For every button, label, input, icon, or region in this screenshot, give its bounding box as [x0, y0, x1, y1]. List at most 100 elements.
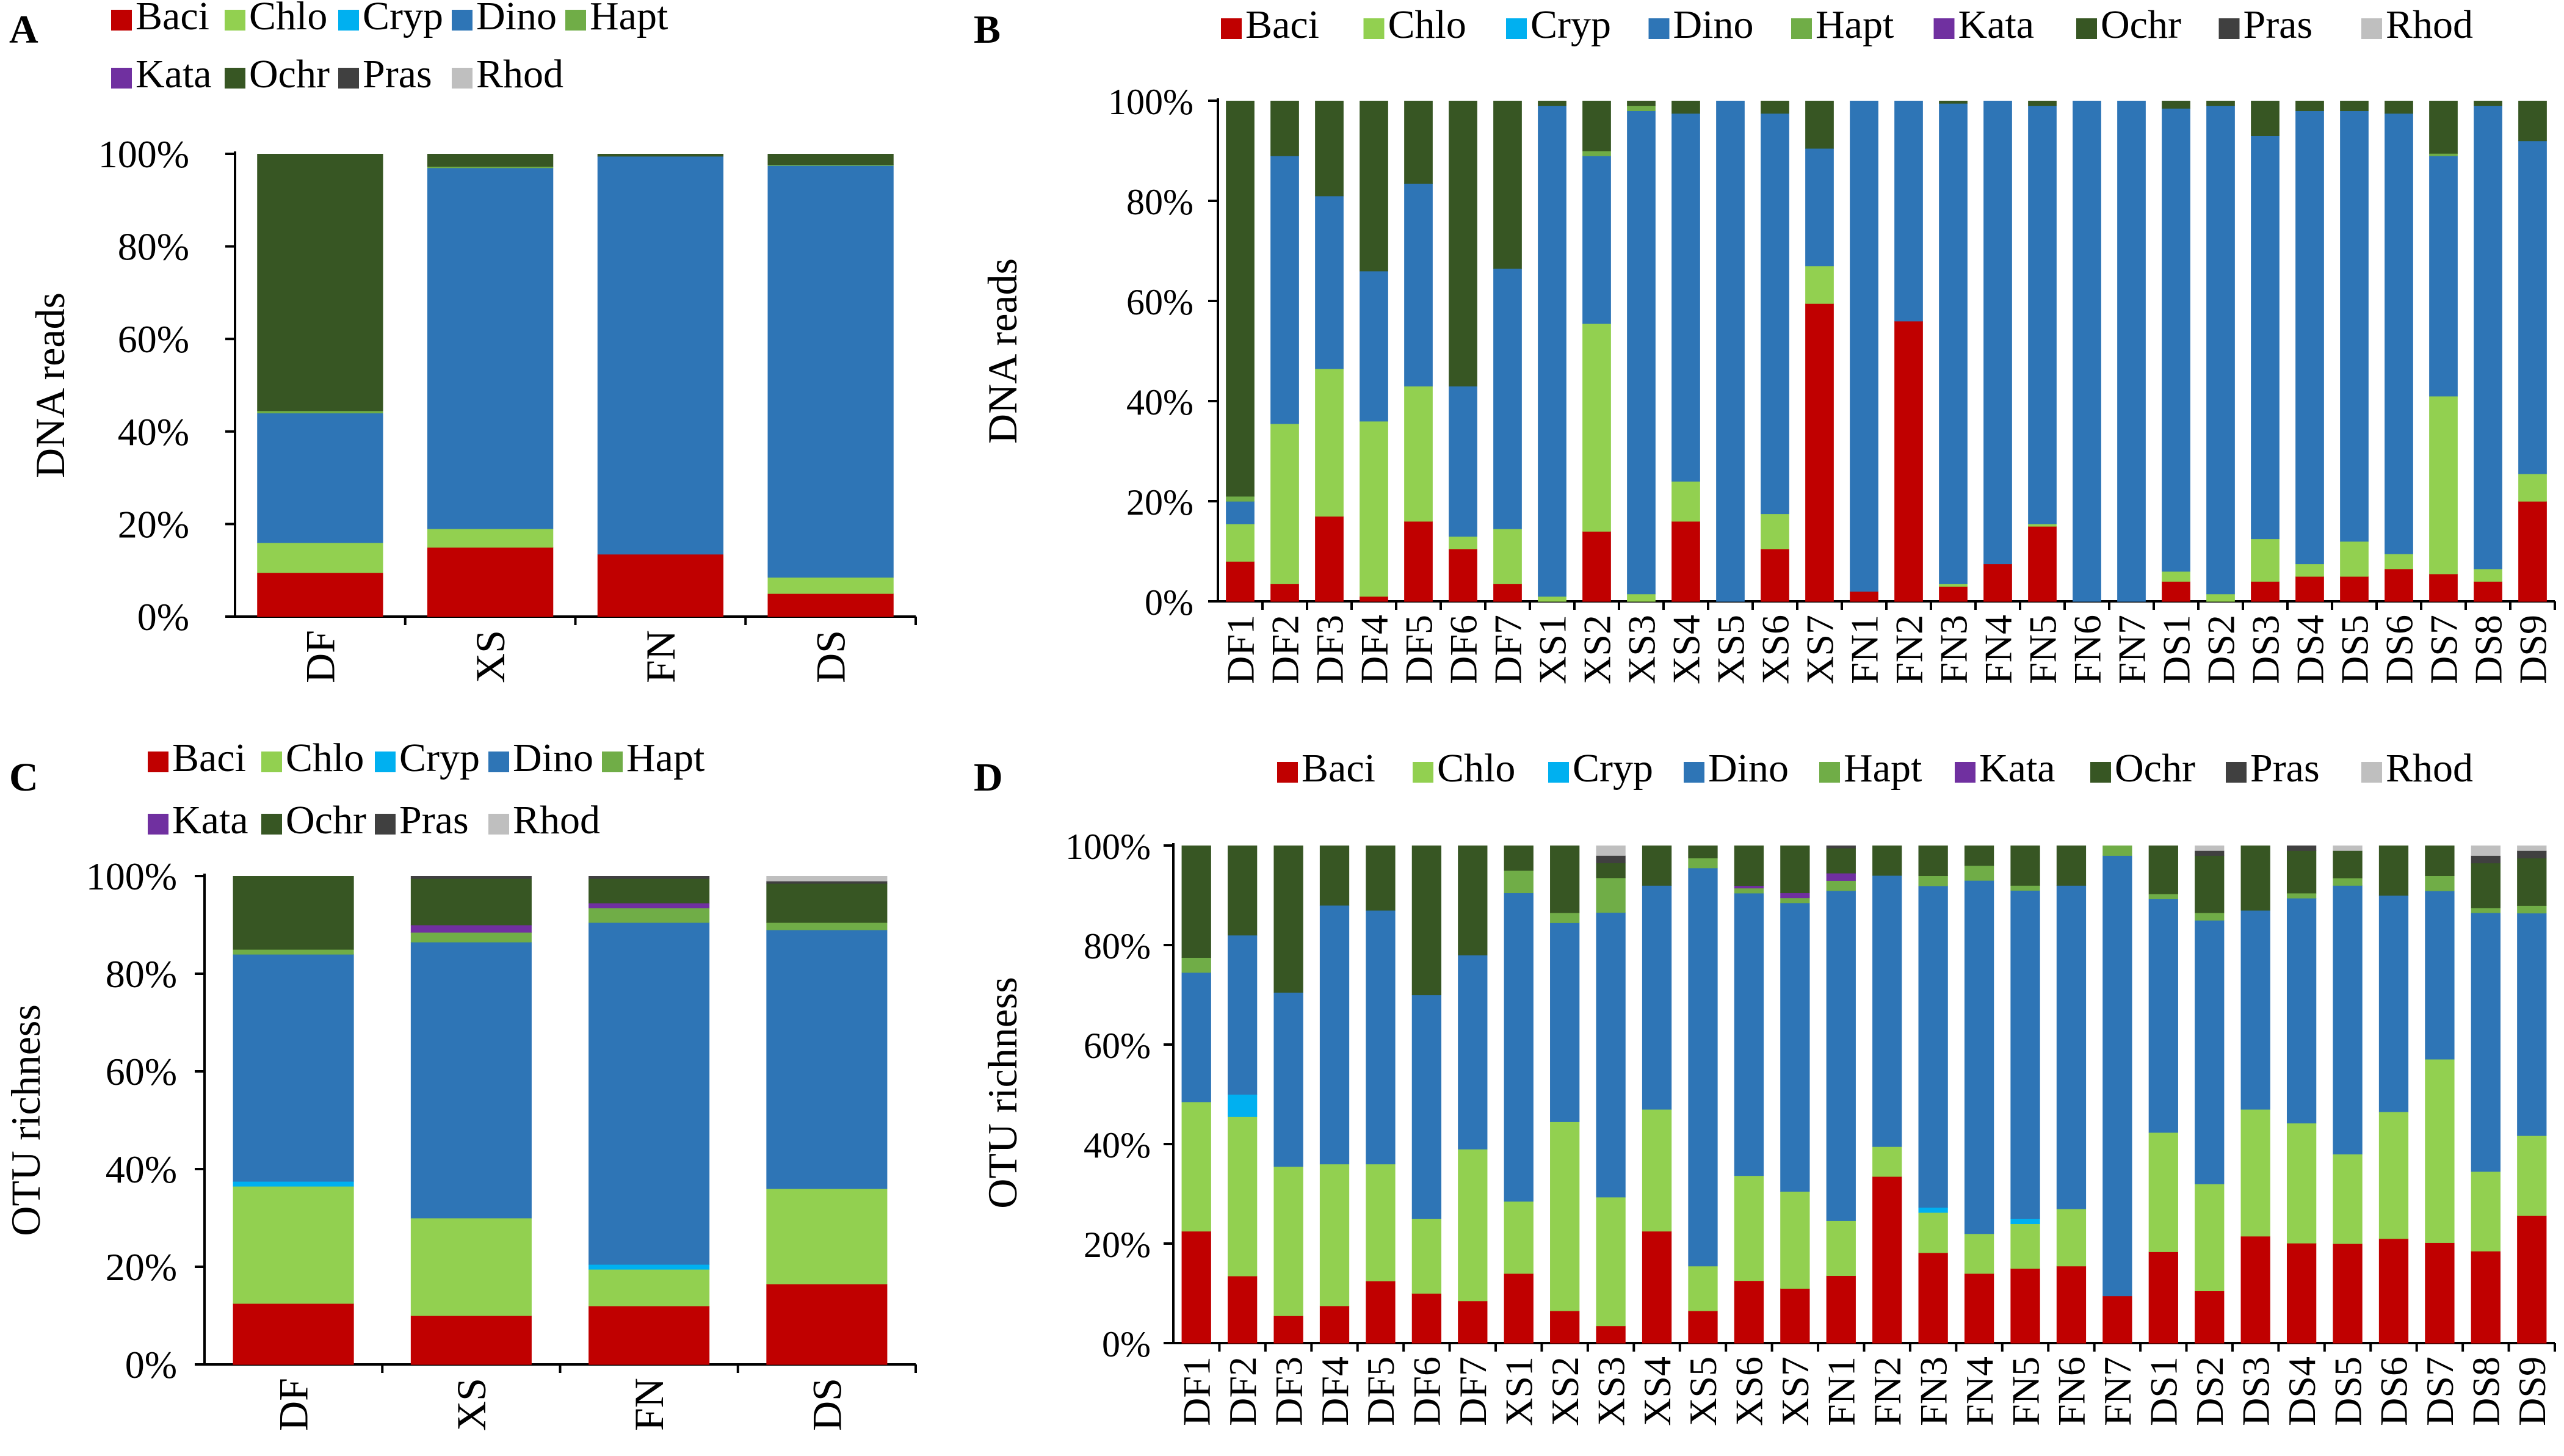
bar-segment-cryp	[2010, 1219, 2040, 1224]
bar-segment-ochr	[1872, 846, 1902, 876]
bar-segment-rhod	[2517, 846, 2547, 851]
bar-segment-dino	[2010, 890, 2040, 1219]
x-tick-label: DS3	[2234, 1356, 2277, 1426]
x-tick-label: DS1	[2142, 1356, 2186, 1426]
y-axis-label: OTU richness	[2, 1004, 49, 1236]
x-tick-label: DF4	[1313, 1356, 1356, 1426]
bar-segment-hapt	[1826, 880, 1856, 891]
bar-segment-dino	[1688, 867, 1718, 1267]
bar-segment-hapt	[1627, 106, 1656, 111]
bar-segment-baci	[1939, 586, 1968, 602]
bar-segment-dino	[2251, 136, 2280, 540]
bar-segment-baci	[1319, 1305, 1350, 1344]
bar-segment-baci	[1805, 303, 1834, 602]
legend-label-rhod: Rhod	[2386, 2, 2473, 47]
legend-swatch-chlo	[225, 10, 245, 31]
bar-segment-chlo	[1273, 1166, 1303, 1316]
legend-swatch-cryp	[338, 10, 359, 31]
bar-segment-ochr	[1596, 863, 1626, 878]
bar-xs7	[1805, 101, 1834, 602]
bar-segment-chlo	[1366, 1164, 1396, 1281]
legend-label-baci: Baci	[1245, 2, 1319, 47]
bar-segment-chlo	[1627, 593, 1656, 602]
x-tick-label: DF2	[1221, 1356, 1264, 1426]
legend-label-rhod: Rhod	[513, 798, 600, 842]
legend-swatch-baci	[1277, 762, 1298, 783]
bar-segment-pras	[766, 881, 888, 884]
bar-segment-baci	[2162, 581, 2190, 602]
bar-segment-chlo	[1411, 1219, 1442, 1294]
panel-b: B Baci Chlo Cryp Dino Hapt Kata Ochr Pras Rhod DNA…	[974, 2, 2556, 684]
bar-segment-hapt	[2333, 877, 2363, 886]
bar-segment-baci	[1493, 584, 1522, 602]
bar-segment-chlo	[1458, 1149, 1488, 1302]
bar-segment-chlo	[2056, 1208, 2087, 1267]
bar-segment-pras	[2517, 850, 2547, 859]
bar-segment-baci	[2333, 1244, 2363, 1344]
bar-fn6	[2056, 846, 2087, 1344]
bar-segment-ochr	[1273, 846, 1303, 993]
bar-segment-dino	[1550, 922, 1580, 1122]
y-tick-label: 20%	[118, 502, 189, 546]
bar-segment-baci	[2056, 1266, 2087, 1344]
bar-segment-dino	[2517, 913, 2547, 1136]
legend-label-baci: Baci	[1302, 746, 1375, 791]
legend-swatch-hapt	[1819, 762, 1840, 783]
bar-xs6	[1734, 846, 1764, 1344]
bar-segment-baci	[2028, 526, 2057, 602]
x-tick-label: FN7	[2096, 1356, 2139, 1426]
bar-segment-dino	[1538, 106, 1566, 597]
legend-swatch-dino	[1648, 18, 1670, 39]
bar-segment-chlo	[1404, 386, 1433, 522]
bar-fn2	[1872, 846, 1902, 1344]
bar-segment-ochr	[1226, 101, 1255, 497]
bar-segment-dino	[1642, 885, 1672, 1110]
bar-segment-baci	[1411, 1293, 1442, 1344]
bar-segment-chlo	[2425, 1059, 2455, 1243]
bar-segment-dino	[1761, 113, 1789, 515]
bar-ds8	[2474, 101, 2502, 602]
bar-segment-dino	[1716, 101, 1745, 602]
legend-swatch-chlo	[1413, 762, 1433, 783]
bar-segment-baci	[2010, 1268, 2040, 1344]
panel-label: C	[9, 755, 38, 800]
bar-ds5	[2333, 846, 2363, 1344]
bar-segment-dino	[2518, 140, 2547, 474]
bar-segment-hapt	[410, 932, 532, 943]
x-tick-label: FN6	[2065, 615, 2109, 684]
bar-segment-dino	[1458, 955, 1488, 1150]
bar-segment-cryp	[1228, 1094, 1258, 1117]
x-tick-label: DS9	[2511, 615, 2554, 684]
bar-ds9	[2517, 846, 2547, 1344]
x-tick-label: DF6	[1441, 615, 1485, 684]
bar-segment-dino	[1918, 885, 1948, 1208]
bar-ds7	[2429, 101, 2458, 602]
legend-swatch-chlo	[261, 752, 282, 772]
bar-segment-ochr	[2286, 850, 2317, 894]
legend-label-hapt: Hapt	[1816, 2, 1894, 47]
bar-ds3	[2240, 846, 2270, 1344]
bar-segment-baci	[2471, 1251, 2501, 1344]
x-tick-label: FN3	[1911, 1356, 1955, 1426]
bar-ds2	[2195, 846, 2225, 1344]
bar-df1	[1226, 101, 1255, 602]
legend-swatch-ochr	[261, 814, 282, 835]
bar-segment-ochr	[1761, 101, 1789, 114]
bar-segment-hapt	[1596, 877, 1626, 913]
bar-fn4	[1983, 101, 2012, 602]
x-tick-label: FN2	[1887, 615, 1930, 684]
bar-segment-baci	[1458, 1300, 1488, 1344]
bar-segment-baci	[2148, 1251, 2178, 1344]
panel-c: C Baci Chlo Cryp Dino Hapt Kata Ochr Pras Rhod OTU…	[2, 736, 917, 1431]
bar-segment-chlo	[1780, 1191, 1810, 1289]
x-tick-label: XS3	[1589, 1356, 1632, 1426]
x-tick-label: FN2	[1866, 1356, 1909, 1426]
bar-ds4	[2286, 846, 2317, 1344]
y-tick-label: 60%	[1126, 282, 1193, 322]
bar-fn5	[2028, 101, 2057, 602]
x-tick-label: DF1	[1175, 1356, 1218, 1426]
x-tick-label: XS	[467, 630, 513, 683]
bar-df6	[1449, 101, 1477, 602]
bar-df2	[1270, 101, 1299, 602]
bar-df5	[1404, 101, 1433, 602]
